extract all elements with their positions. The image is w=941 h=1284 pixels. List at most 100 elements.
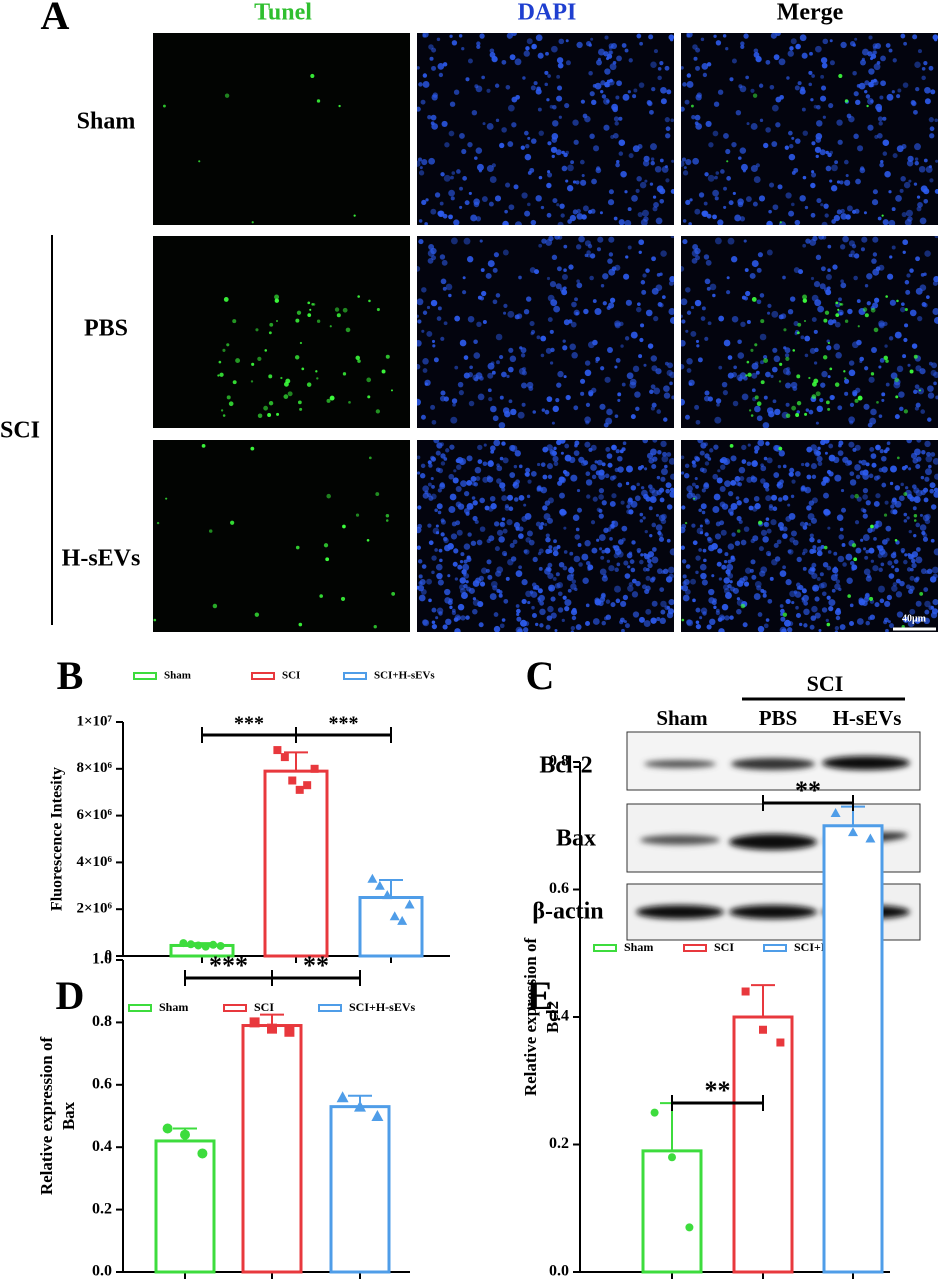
nucleus bbox=[566, 185, 574, 192]
tunel-spot bbox=[823, 318, 828, 323]
nucleus bbox=[686, 485, 693, 492]
nucleus bbox=[562, 469, 568, 475]
tunel-spot bbox=[250, 446, 255, 451]
significance-label: ** bbox=[303, 951, 329, 980]
nucleus bbox=[624, 623, 630, 629]
nucleus bbox=[795, 613, 801, 618]
nucleus bbox=[832, 567, 839, 574]
nucleus bbox=[621, 447, 626, 452]
nucleus bbox=[769, 576, 774, 581]
nucleus bbox=[917, 201, 923, 208]
nucleus bbox=[741, 459, 747, 464]
legend-label: SCI+H-sEVs bbox=[374, 670, 435, 682]
y-tick-label: 0.2 bbox=[92, 1200, 112, 1217]
nucleus bbox=[637, 143, 643, 150]
nucleus bbox=[810, 212, 816, 218]
nucleus bbox=[630, 331, 638, 339]
nucleus bbox=[686, 310, 692, 315]
nucleus bbox=[900, 33, 906, 39]
nucleus bbox=[875, 520, 879, 525]
nucleus bbox=[557, 221, 564, 225]
nucleus bbox=[704, 172, 709, 177]
nucleus bbox=[923, 188, 930, 195]
nucleus bbox=[461, 148, 467, 155]
nucleus bbox=[615, 449, 620, 454]
nucleus bbox=[804, 353, 809, 358]
nucleus bbox=[532, 410, 537, 414]
nucleus bbox=[765, 487, 770, 492]
nucleus bbox=[796, 410, 801, 414]
nucleus bbox=[713, 493, 721, 501]
nucleus bbox=[601, 462, 606, 467]
nucleus bbox=[933, 381, 937, 386]
nucleus bbox=[738, 519, 743, 524]
nucleus bbox=[632, 94, 637, 99]
nucleus bbox=[580, 179, 587, 186]
tunel-spot bbox=[276, 412, 280, 416]
nucleus bbox=[888, 573, 895, 579]
nucleus bbox=[657, 450, 662, 455]
y-tick-label: 1×10⁷ bbox=[76, 713, 112, 729]
nucleus bbox=[574, 534, 581, 540]
nucleus bbox=[509, 542, 515, 548]
nucleus bbox=[650, 160, 655, 166]
nucleus bbox=[615, 357, 621, 363]
nucleus bbox=[501, 371, 507, 378]
nucleus bbox=[587, 567, 591, 571]
nucleus bbox=[560, 213, 565, 218]
nucleus bbox=[911, 562, 917, 569]
nucleus bbox=[930, 369, 937, 376]
nucleus bbox=[787, 309, 794, 315]
nucleus bbox=[928, 117, 934, 123]
tunel-spot bbox=[895, 395, 899, 399]
nucleus bbox=[440, 518, 445, 523]
nucleus bbox=[899, 188, 904, 193]
nucleus bbox=[763, 456, 768, 461]
nucleus bbox=[731, 58, 737, 64]
tunel-spot bbox=[212, 603, 218, 609]
nucleus bbox=[466, 455, 473, 462]
nucleus bbox=[494, 83, 500, 88]
y-tick-label: 0 bbox=[105, 947, 113, 963]
nucleus bbox=[834, 625, 840, 631]
nucleus bbox=[706, 286, 711, 291]
nucleus bbox=[620, 500, 625, 505]
tunel-spot bbox=[342, 372, 347, 376]
nucleus bbox=[640, 486, 645, 490]
nucleus bbox=[521, 192, 528, 199]
tunel-spot bbox=[837, 308, 840, 311]
nucleus bbox=[816, 198, 822, 204]
nucleus bbox=[877, 216, 882, 221]
nucleus bbox=[547, 170, 551, 174]
nucleus bbox=[459, 577, 466, 584]
nucleus bbox=[777, 464, 782, 469]
nucleus bbox=[642, 567, 648, 572]
nucleus bbox=[853, 91, 859, 97]
nucleus bbox=[820, 74, 825, 79]
nucleus bbox=[564, 103, 570, 109]
nucleus bbox=[549, 281, 557, 288]
nucleus bbox=[885, 628, 889, 632]
nucleus bbox=[648, 506, 653, 511]
nucleus bbox=[712, 214, 717, 220]
nucleus bbox=[884, 500, 889, 505]
nucleus bbox=[647, 558, 652, 564]
nucleus bbox=[681, 266, 685, 272]
nucleus bbox=[568, 264, 574, 270]
nucleus bbox=[810, 276, 815, 281]
nucleus bbox=[523, 50, 530, 57]
nucleus bbox=[564, 599, 572, 607]
micrograph bbox=[153, 440, 410, 632]
nucleus bbox=[833, 343, 840, 351]
nucleus bbox=[787, 503, 791, 507]
nucleus bbox=[751, 574, 757, 580]
nucleus bbox=[849, 479, 857, 486]
nucleus bbox=[869, 614, 876, 620]
nucleus bbox=[788, 471, 794, 477]
nucleus bbox=[915, 402, 921, 408]
nucleus bbox=[864, 366, 869, 371]
nucleus bbox=[878, 121, 883, 126]
nucleus bbox=[858, 460, 862, 464]
nucleus bbox=[847, 460, 853, 466]
nucleus bbox=[901, 466, 907, 471]
